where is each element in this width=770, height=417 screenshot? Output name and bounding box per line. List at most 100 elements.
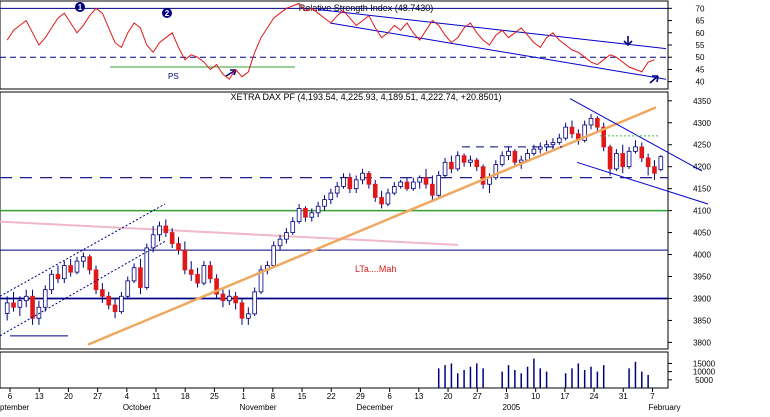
candle-body xyxy=(569,126,575,135)
volume-tick-label: 15000 xyxy=(693,359,716,368)
x-tick-label: 27 xyxy=(473,392,482,401)
candle-body xyxy=(226,295,232,302)
candle-body xyxy=(347,177,353,190)
x-month-label: November xyxy=(240,403,277,412)
price-tick-label: 3900 xyxy=(693,294,711,303)
x-tick-label: 29 xyxy=(356,392,365,401)
candle-body xyxy=(652,166,657,174)
candle-body xyxy=(138,267,143,288)
x-tick-label: 11 xyxy=(152,392,161,401)
x-tick-label: 24 xyxy=(590,392,599,401)
candle-body xyxy=(658,156,664,170)
candle-body xyxy=(87,256,92,271)
rsi-y-axis: 70 65 60 55 50 45 40 xyxy=(668,4,705,87)
price-tick-label: 3800 xyxy=(693,338,711,347)
candle-body xyxy=(461,155,467,163)
dotted-channel-upper xyxy=(0,203,166,297)
rsi-lower-channel xyxy=(329,22,667,80)
x-month-label: December xyxy=(356,403,393,412)
price-tick-label: 3950 xyxy=(693,273,711,282)
candle-body xyxy=(550,142,556,146)
candle-body xyxy=(506,150,511,157)
rsi-marker-circle xyxy=(162,8,172,18)
price-tick-label: 4250 xyxy=(693,141,711,150)
candle-body xyxy=(30,295,35,319)
candle-body xyxy=(125,280,131,297)
candle-body xyxy=(493,164,499,179)
rsi-tick-label: 60 xyxy=(696,29,705,38)
candle-body xyxy=(582,124,587,141)
candle-body xyxy=(150,234,156,249)
candle-body xyxy=(639,146,645,159)
candle-body xyxy=(36,306,42,319)
candle-body xyxy=(614,153,619,170)
candle-body xyxy=(334,186,340,194)
candle-body xyxy=(106,295,112,306)
candle-body xyxy=(645,157,651,168)
candle-body xyxy=(252,291,257,315)
price-title: XETRA DAX PF (4,193.54, 4,225.93, 4,189.… xyxy=(231,92,502,102)
candle-body xyxy=(290,221,296,233)
candle-body xyxy=(449,161,454,170)
candle-body xyxy=(366,172,372,185)
candle-body xyxy=(163,225,169,233)
candle-body xyxy=(246,313,251,319)
price-tick-label: 4050 xyxy=(693,229,711,238)
rsi-arrow-down xyxy=(623,36,633,47)
x-tick-label: 27 xyxy=(93,392,102,401)
rsi-tick-label: 40 xyxy=(696,78,705,87)
price-tick-label: 4350 xyxy=(693,97,711,106)
x-month-label: February xyxy=(648,403,680,412)
rsi-marker-label: 2 xyxy=(165,9,170,18)
rsi-upper-channel xyxy=(317,9,667,50)
x-tick-label: 6 xyxy=(387,392,392,401)
candle-body xyxy=(411,181,416,190)
price-tick-label: 4150 xyxy=(693,185,711,194)
candle-body xyxy=(372,183,378,198)
candle-body xyxy=(49,273,54,291)
x-tick-label: 1 xyxy=(241,392,246,401)
rsi-ps-label: PS xyxy=(168,72,179,81)
volume-tick-label: 5000 xyxy=(695,376,713,385)
candle-body xyxy=(271,245,277,266)
volume-series xyxy=(437,358,649,388)
candle-body xyxy=(601,126,607,148)
volume-tick-label: 10000 xyxy=(693,368,716,377)
candle-body xyxy=(207,265,213,280)
candle-body xyxy=(512,150,518,163)
candle-body xyxy=(322,199,327,207)
candle-body xyxy=(309,212,315,218)
candle-body xyxy=(220,293,226,302)
x-tick-label: 25 xyxy=(210,392,219,401)
price-trendlines xyxy=(0,98,709,346)
candle-body xyxy=(315,205,321,214)
blue-downtrend-lower xyxy=(576,161,709,205)
candle-body xyxy=(74,260,80,273)
candle-body xyxy=(296,208,302,222)
candle-body xyxy=(131,267,137,282)
x-month-label: October xyxy=(123,403,152,412)
candle-body xyxy=(468,159,473,163)
rsi-tick-label: 50 xyxy=(696,53,705,62)
price-panel: XETRA DAX PF (4,193.54, 4,225.93, 4,189.… xyxy=(0,91,711,350)
x-tick-label: 20 xyxy=(444,392,453,401)
candle-body xyxy=(391,186,397,194)
candle-body xyxy=(4,302,10,314)
x-month-label: ptember xyxy=(0,403,30,412)
x-tick-label: 13 xyxy=(35,392,44,401)
candle-body xyxy=(11,302,16,308)
candle-body xyxy=(188,269,194,275)
blue-downtrend-upper xyxy=(569,98,703,172)
candle-body xyxy=(239,302,245,319)
price-panel-frame xyxy=(0,91,669,350)
rsi-marker-circle xyxy=(75,2,85,12)
candle-body xyxy=(112,304,118,313)
candle-body xyxy=(284,232,289,240)
candle-body xyxy=(588,117,594,126)
price-tick-label: 3850 xyxy=(693,316,711,325)
candle-body xyxy=(195,273,200,284)
x-tick-label: 20 xyxy=(64,392,73,401)
candle-body xyxy=(385,192,391,205)
candle-body xyxy=(277,238,283,247)
